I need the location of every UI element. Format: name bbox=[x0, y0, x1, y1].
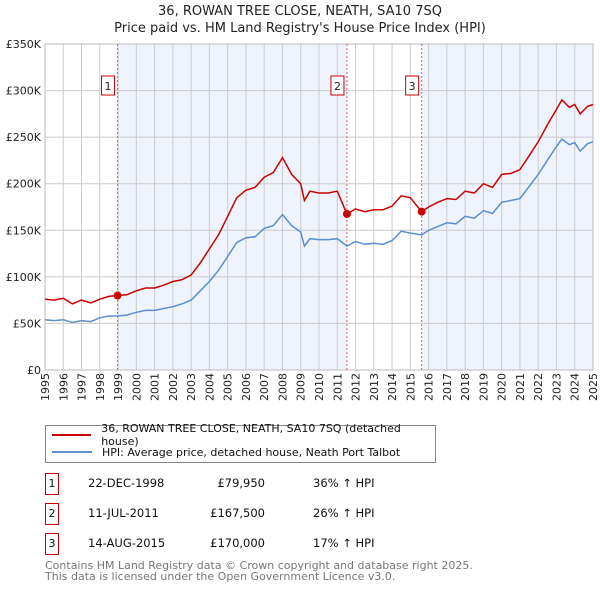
sale-label-box: 3 bbox=[405, 75, 420, 96]
sale-label-border bbox=[101, 75, 116, 96]
transaction-hpi: 36% ↑ HPI bbox=[313, 476, 375, 490]
x-tick-label: 2009 bbox=[295, 373, 308, 401]
x-tick-label: 2018 bbox=[459, 373, 472, 401]
x-tick-label: 2006 bbox=[240, 373, 253, 401]
sale-label-number: 1 bbox=[105, 80, 112, 93]
footer-line: This data is licensed under the Open Gov… bbox=[45, 570, 396, 583]
x-tick-label: 2016 bbox=[423, 373, 436, 401]
x-tick-label: 2003 bbox=[185, 373, 198, 401]
legend-label: HPI: Average price, detached house, Neat… bbox=[102, 445, 401, 459]
legend: 36, ROWAN TREE CLOSE, NEATH, SA10 7SQ (d… bbox=[45, 422, 436, 463]
legend-red-line bbox=[52, 434, 92, 436]
sale-label-border bbox=[330, 75, 345, 96]
x-tick-label: 2023 bbox=[550, 373, 563, 401]
x-tick-label: 2020 bbox=[496, 373, 509, 401]
chart-title: 36, ROWAN TREE CLOSE, NEATH, SA10 7SQ bbox=[158, 4, 442, 19]
x-tick-label: 2022 bbox=[532, 373, 545, 401]
y-tick-label: £350K bbox=[6, 38, 42, 51]
transaction-price: £170,000 bbox=[210, 536, 265, 550]
sale-label-box: 1 bbox=[101, 75, 116, 96]
x-tick-label: 2004 bbox=[203, 373, 216, 401]
y-tick-label: £200K bbox=[6, 178, 42, 191]
x-tick-label: 1998 bbox=[94, 373, 107, 401]
sale-point bbox=[113, 291, 122, 300]
sale-point bbox=[417, 207, 426, 216]
sale-label-border bbox=[405, 75, 420, 96]
transaction-date: 22-DEC-1998 bbox=[88, 476, 165, 490]
y-tick-label: £300K bbox=[6, 85, 42, 98]
chart-subtitle: Price paid vs. HM Land Registry's House … bbox=[114, 21, 486, 36]
x-tick-label: 2019 bbox=[477, 373, 490, 401]
x-tick-label: 2002 bbox=[167, 373, 180, 401]
sale-point bbox=[342, 209, 351, 218]
transaction-marker: 3 bbox=[45, 533, 59, 555]
x-tick-label: 2001 bbox=[149, 373, 162, 401]
footer: Contains HM Land Registry data © Crown c… bbox=[45, 560, 473, 582]
x-tick-label: 1995 bbox=[39, 373, 52, 401]
x-tick-label: 2025 bbox=[587, 373, 600, 401]
transaction-price: £79,950 bbox=[217, 476, 265, 490]
sale-label-number: 2 bbox=[334, 80, 341, 93]
x-tick-label: 2015 bbox=[404, 373, 417, 401]
transaction-date: 11-JUL-2011 bbox=[88, 506, 159, 520]
x-tick-label: 2012 bbox=[350, 373, 363, 401]
sale-label-number: 3 bbox=[409, 80, 416, 93]
legend-label: 36, ROWAN TREE CLOSE, NEATH, SA10 7SQ (d… bbox=[101, 422, 401, 448]
x-tick-label: 1996 bbox=[57, 373, 70, 401]
x-tick-label: 1999 bbox=[112, 373, 125, 401]
x-tick-label: 2013 bbox=[368, 373, 381, 401]
legend-blue-line bbox=[52, 451, 92, 453]
x-tick-label: 2007 bbox=[258, 373, 271, 401]
footer-line: Contains HM Land Registry data © Crown c… bbox=[45, 559, 473, 572]
sale-label-box: 2 bbox=[330, 75, 345, 96]
property-price-line bbox=[44, 98, 594, 305]
x-tick-label: 2024 bbox=[569, 373, 582, 401]
transaction-date: 14-AUG-2015 bbox=[88, 536, 166, 550]
transaction-marker: 2 bbox=[45, 503, 59, 525]
x-tick-label: 2000 bbox=[130, 373, 143, 401]
y-tick-label: £0 bbox=[27, 364, 41, 377]
x-tick-label: 2021 bbox=[514, 373, 527, 401]
transaction-marker: 1 bbox=[45, 473, 59, 495]
transaction-price: £167,500 bbox=[210, 506, 265, 520]
x-tick-label: 2014 bbox=[386, 373, 399, 401]
y-tick-label: £150K bbox=[6, 224, 42, 237]
legend-item-hpi: HPI: Average price, detached house, Neat… bbox=[52, 444, 400, 460]
x-tick-label: 1997 bbox=[76, 373, 89, 401]
x-tick-label: 2011 bbox=[331, 373, 344, 401]
shaded-period bbox=[421, 44, 593, 370]
y-tick-label: £100K bbox=[6, 271, 42, 284]
x-tick-label: 2005 bbox=[222, 373, 235, 401]
transaction-hpi: 17% ↑ HPI bbox=[313, 536, 375, 550]
hpi-line bbox=[44, 137, 594, 324]
transaction-hpi: 26% ↑ HPI bbox=[313, 506, 375, 520]
legend-item-property: 36, ROWAN TREE CLOSE, NEATH, SA10 7SQ (d… bbox=[52, 422, 435, 448]
x-tick-label: 2017 bbox=[441, 373, 454, 401]
y-tick-label: £50K bbox=[13, 317, 42, 330]
plot-border bbox=[44, 43, 594, 371]
price-chart: 1995 1996 1997 1998 1999 2000 2001 2002 2003 2004… bbox=[6, 38, 600, 401]
y-tick-label: £250K bbox=[6, 131, 42, 144]
x-tick-label: 2008 bbox=[276, 373, 289, 401]
x-tick-label: 2010 bbox=[313, 373, 326, 401]
